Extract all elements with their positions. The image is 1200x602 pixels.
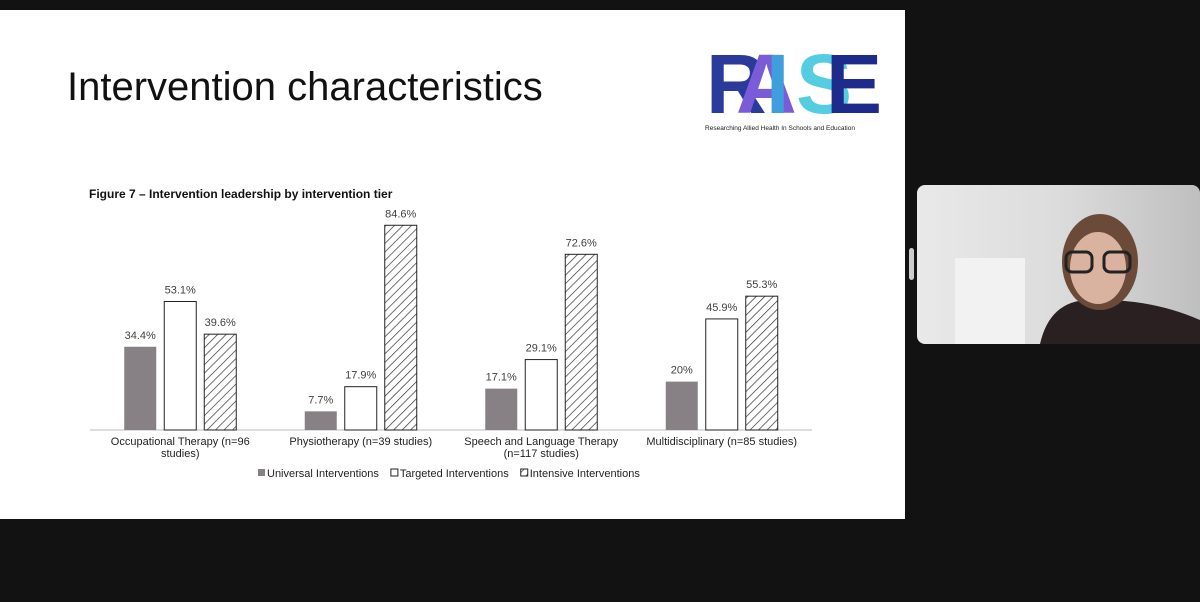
- bar: [705, 318, 739, 431]
- logo-subtitle: Researching Allied Health In Schools and…: [705, 125, 855, 132]
- data-label: 53.1%: [165, 284, 196, 296]
- data-label: 17.1%: [486, 372, 517, 384]
- bar: [163, 300, 197, 431]
- bar: [564, 253, 598, 431]
- bar: [665, 381, 698, 430]
- legend-swatch: [390, 468, 399, 477]
- data-label: 29.1%: [526, 343, 557, 355]
- data-label: 39.6%: [205, 317, 236, 329]
- x-tick-label: Physiotherapy (n=39 studies): [289, 436, 433, 448]
- logo-letter: A: [736, 37, 797, 131]
- video-tile[interactable]: [917, 185, 1200, 344]
- slide-title: Intervention characteristics: [67, 65, 543, 109]
- data-label: 34.4%: [125, 330, 156, 342]
- scroll-handle[interactable]: [909, 248, 914, 280]
- legend-label: Universal Interventions: [267, 468, 379, 480]
- slide: [0, 10, 905, 519]
- bar: [124, 346, 157, 430]
- x-tick-label: Speech and Language Therapy (n=117 studi…: [464, 436, 619, 460]
- legend-swatch: [258, 469, 265, 476]
- bar: [745, 295, 779, 431]
- bar: [304, 411, 337, 430]
- logo-letter: R: [706, 37, 767, 131]
- x-tick-label: Multidisciplinary (n=85 studies): [646, 436, 798, 448]
- data-label: 7.7%: [308, 394, 333, 406]
- logo-letter: S: [796, 37, 852, 131]
- x-tick-label: Occupational Therapy (n=96 studies): [110, 436, 250, 460]
- bar: [485, 388, 518, 430]
- logo-letter: I: [766, 37, 789, 131]
- data-label: 45.9%: [706, 302, 737, 314]
- data-label: 55.3%: [746, 279, 777, 291]
- legend-label: Targeted Interventions: [400, 468, 509, 480]
- bar: [344, 386, 378, 431]
- logo-letter: E: [826, 37, 882, 131]
- bar: [524, 359, 558, 431]
- chart-title: Figure 7 – Intervention leadership by in…: [89, 187, 393, 201]
- legend-label: Intensive Interventions: [530, 468, 641, 480]
- data-label: 84.6%: [385, 208, 416, 220]
- data-label: 17.9%: [345, 370, 376, 382]
- bar: [384, 224, 418, 431]
- bar: [203, 333, 237, 431]
- legend-swatch: [520, 468, 529, 477]
- data-label: 20%: [671, 365, 693, 377]
- data-label: 72.6%: [566, 237, 597, 249]
